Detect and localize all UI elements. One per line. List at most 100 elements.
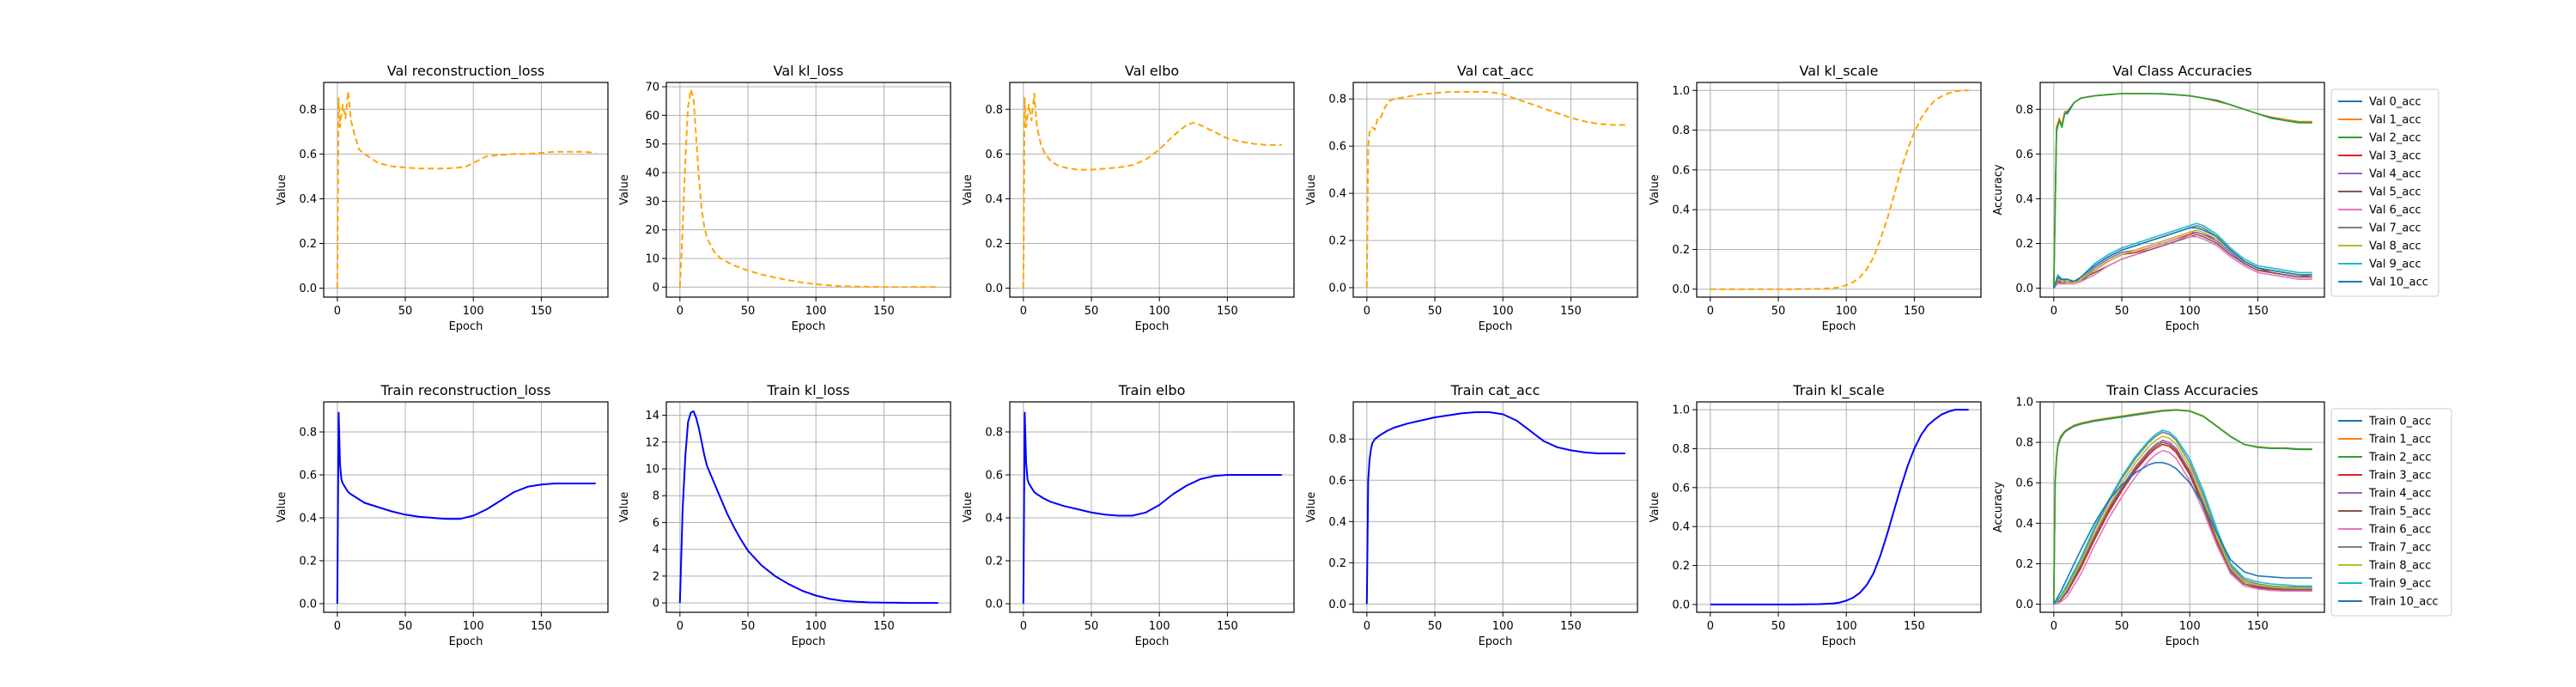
y-axis-label: Value <box>618 492 631 523</box>
y-tick-label: 50 <box>645 138 659 151</box>
y-tick-label: 0.2 <box>985 238 1003 251</box>
y-tick-label: 0 <box>653 598 659 611</box>
y-tick-label: 0.4 <box>1328 516 1346 529</box>
axes-frame <box>323 401 609 613</box>
x-tick-label: 150 <box>531 305 552 318</box>
x-tick-label: 0 <box>677 620 683 633</box>
y-tick-label: 0.6 <box>299 149 317 161</box>
x-tick-label: 100 <box>2179 620 2201 633</box>
y-tick-label: 0.0 <box>299 283 317 295</box>
axes-frame <box>665 82 951 298</box>
x-tick-label: 100 <box>2179 305 2201 318</box>
y-tick-label: 0.8 <box>2015 437 2033 450</box>
legend-entry: Val 5_acc <box>2369 186 2421 199</box>
x-tick-label: 0 <box>1364 305 1370 318</box>
panel-title: Val reconstruction_loss <box>387 63 545 80</box>
panel-train_kl: 0 50 100 150 0 2 4 6 8 10 12 14 <box>645 401 951 633</box>
y-tick-label: 0.2 <box>299 556 317 568</box>
legend-entry: Train 5_acc <box>2368 506 2431 519</box>
x-axis-label: Epoch <box>1135 320 1170 333</box>
panel-title: Val kl_scale <box>1800 63 1879 80</box>
y-tick-label: 0.2 <box>1672 560 1690 573</box>
series-line <box>1710 409 1969 605</box>
legend-box <box>2330 408 2452 617</box>
panel-title: Train reconstruction_loss <box>380 382 551 399</box>
panel-val_elbo: 0 50 100 150 0.0 0.2 0.4 0.6 0.8 <box>985 82 1295 318</box>
y-axis-label: Value <box>276 174 289 205</box>
x-axis-label: Epoch <box>792 635 826 648</box>
plot-area <box>1697 402 1981 612</box>
x-tick-label: 50 <box>1084 620 1099 633</box>
y-tick-label: 0.2 <box>1672 244 1690 257</box>
x-tick-label: 50 <box>1084 305 1099 318</box>
series-line-train-10_acc <box>2053 461 2312 605</box>
axes-frame <box>2039 82 2325 298</box>
x-tick-label: 50 <box>1771 620 1786 633</box>
x-tick-label: 150 <box>2247 620 2269 633</box>
y-tick-label: 0.8 <box>1328 434 1346 447</box>
y-tick-label: 0.6 <box>1328 141 1346 154</box>
plot-area <box>666 82 951 297</box>
panel-train_klscale: 0 50 100 150 0.0 0.2 0.4 0.6 0.8 1.0 <box>1672 401 1982 633</box>
legend-entry: Train 3_acc <box>2368 470 2431 483</box>
x-tick-label: 0 <box>677 305 683 318</box>
y-axis-label: Accuracy <box>1992 482 2005 533</box>
x-tick-label: 100 <box>1492 620 1514 633</box>
y-tick-label: 0.8 <box>985 427 1003 440</box>
plot-area <box>1353 82 1637 297</box>
x-tick-label: 0 <box>1020 620 1027 633</box>
panel-title: Train elbo <box>1118 382 1186 398</box>
x-tick-label: 150 <box>1217 620 1238 633</box>
panel-val_cat: 0 50 100 150 0.0 0.2 0.4 0.6 0.8 <box>1328 82 1638 318</box>
plot-area <box>324 402 608 612</box>
y-tick-label: 0.2 <box>985 556 1003 568</box>
x-tick-label: 100 <box>463 305 484 318</box>
panel-val_klscale: 0 50 100 150 0.0 0.2 0.4 0.6 0.8 1.0 <box>1672 82 1982 318</box>
plot-area <box>2040 402 2324 612</box>
y-tick-label: 0.8 <box>299 104 317 117</box>
x-tick-label: 50 <box>1771 305 1786 318</box>
plot-area <box>2040 82 2324 297</box>
x-tick-label: 50 <box>2115 305 2129 318</box>
x-tick-label: 100 <box>805 305 827 318</box>
y-tick-label: 0.4 <box>1328 188 1346 201</box>
panel-val_recon: 0 50 100 150 0.0 0.2 0.4 0.6 0.8 <box>299 82 609 318</box>
x-tick-label: 100 <box>1149 305 1170 318</box>
x-tick-label: 50 <box>1428 305 1443 318</box>
x-axis-label: Epoch <box>792 320 826 333</box>
x-axis-label: Epoch <box>1135 635 1170 648</box>
legend-entry: Val 10_acc <box>2369 277 2428 289</box>
x-tick-label: 150 <box>873 305 895 318</box>
panel-title: Train cat_acc <box>1450 382 1540 399</box>
series-line-val-2_acc <box>2053 93 2312 289</box>
y-tick-label: 0.8 <box>985 104 1003 117</box>
x-axis-label: Epoch <box>1822 320 1856 333</box>
x-axis-label: Epoch <box>2166 635 2200 648</box>
y-tick-label: 20 <box>645 224 659 237</box>
x-axis-label: Epoch <box>449 320 483 333</box>
x-tick-label: 0 <box>1020 305 1027 318</box>
y-tick-label: 1.0 <box>1672 404 1690 417</box>
x-tick-label: 50 <box>398 620 413 633</box>
y-tick-label: 0.2 <box>299 238 317 251</box>
y-tick-label: 0.0 <box>2015 283 2033 295</box>
series-line <box>336 411 596 605</box>
y-tick-label: 0.4 <box>985 513 1003 526</box>
panel-train_cat: 0 50 100 150 0.0 0.2 0.4 0.6 0.8 <box>1328 401 1638 633</box>
legend-entry: Train 8_acc <box>2368 560 2431 573</box>
x-tick-label: 0 <box>2050 620 2057 633</box>
legend-val: Val 0_acc Val 1_acc Val 2_acc Val 3_acc Val … <box>2330 88 2439 297</box>
y-tick-label: 0.0 <box>2015 599 2033 611</box>
x-tick-label: 150 <box>2247 305 2269 318</box>
y-tick-label: 70 <box>645 82 659 94</box>
y-tick-label: 0.6 <box>1672 482 1690 495</box>
panel-title: Train kl_loss <box>766 382 849 399</box>
y-tick-label: 0.0 <box>1672 599 1690 611</box>
x-tick-label: 100 <box>1149 620 1170 633</box>
x-axis-label: Epoch <box>1822 635 1856 648</box>
legend-entry: Val 6_acc <box>2369 204 2421 217</box>
series-line-train-3_acc <box>2053 443 2312 605</box>
axes-frame <box>2039 401 2325 613</box>
y-tick-label: 0.0 <box>1328 283 1346 295</box>
